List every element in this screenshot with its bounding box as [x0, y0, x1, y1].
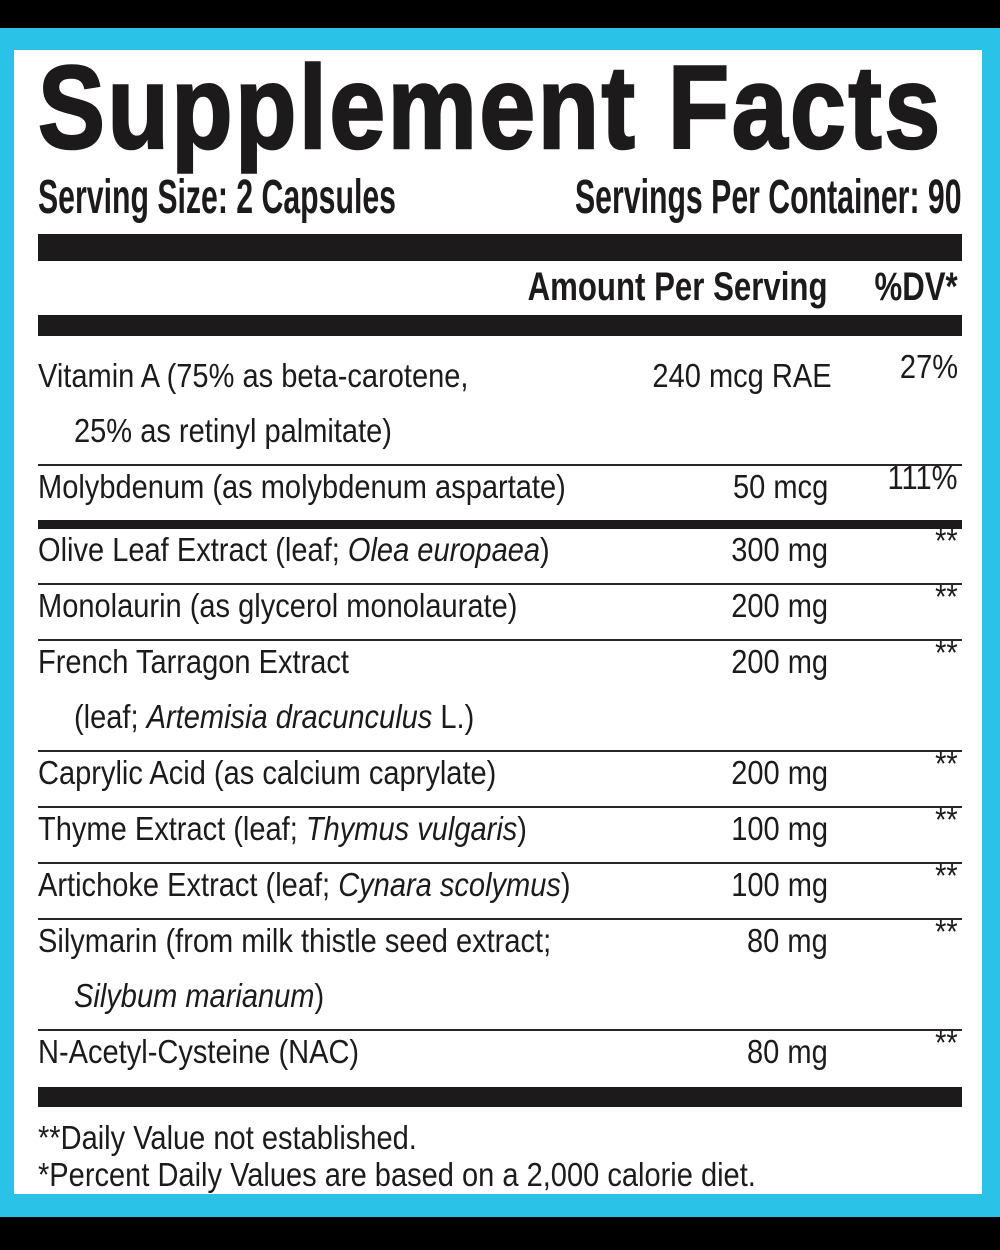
table-row: Artichoke Extract (leaf; Cynara scolymus…	[38, 857, 962, 918]
ingredient-name: Olive Leaf Extract (leaf; Olea europaea)	[38, 533, 628, 567]
ingredient-name: French Tarragon Extract (leaf; Artemisia …	[38, 645, 628, 734]
ingredient-name-line: Monolaurin (as glycerol monolaurate)	[38, 587, 518, 624]
ingredient-name-line: Silymarin (from milk thistle seed extrac…	[38, 922, 552, 959]
amount-per-serving-value: 100 mg	[731, 810, 828, 847]
ingredient-name: Thyme Extract (leaf; Thymus vulgaris)	[38, 812, 628, 846]
thick-divider-bottom	[38, 1087, 962, 1107]
ingredient-name: Molybdenum (as molybdenum aspartate)	[38, 470, 628, 504]
percent-dv-value: **	[935, 578, 958, 615]
footnotes: **Daily Value not established. *Percent …	[38, 1119, 962, 1193]
ingredient-name-line: N-Acetyl-Cysteine (NAC)	[38, 1033, 360, 1070]
ingredient-name-line: Caprylic Acid (as calcium caprylate)	[38, 754, 497, 791]
amount-per-serving-value: 50 mcg	[732, 468, 828, 505]
table-row: Molybdenum (as molybdenum aspartate) 50 m…	[38, 459, 962, 520]
page-title: Supplement Facts	[37, 50, 943, 174]
ingredient-name-line: Silybum marianum)	[74, 977, 325, 1014]
percent-dv-value: **	[935, 745, 958, 782]
percent-dv-header: %DV*	[874, 265, 958, 309]
ingredient-name-line: (leaf; Artemisia dracunculus L.)	[74, 698, 475, 735]
percent-dv-value: **	[935, 522, 958, 559]
table-row: Olive Leaf Extract (leaf; Olea europaea)…	[38, 520, 962, 583]
amount-per-serving-value: 200 mg	[731, 587, 828, 624]
ingredient-name: N-Acetyl-Cysteine (NAC)	[38, 1035, 628, 1069]
table-row: French Tarragon Extract (leaf; Artemisia …	[38, 634, 962, 750]
table-row: Vitamin A (75% as beta-carotene, 25% as r…	[38, 345, 962, 464]
amount-per-serving-value: 240 mcg RAE	[652, 357, 832, 394]
medium-divider-header	[38, 315, 962, 336]
percent-dv-value: 27%	[899, 348, 958, 385]
label-border-frame: Supplement Facts Serving Size: 2 Capsule…	[0, 28, 1000, 1217]
column-header-row: Amount Per Serving %DV*	[38, 261, 962, 315]
ingredient-name-line: Artichoke Extract (leaf; Cynara scolymus…	[38, 866, 571, 903]
table-row: N-Acetyl-Cysteine (NAC) 80 mg **	[38, 1024, 962, 1085]
ingredient-name: Vitamin A (75% as beta-carotene, 25% as r…	[38, 359, 628, 448]
percent-dv-value: 111%	[888, 459, 958, 496]
percent-dv-value: **	[935, 857, 958, 894]
amount-per-serving-value: 300 mg	[731, 531, 828, 568]
table-row: Thyme Extract (leaf; Thymus vulgaris) 100…	[38, 801, 962, 862]
ingredient-name: Silymarin (from milk thistle seed extrac…	[38, 924, 628, 1013]
supplement-facts-panel: Supplement Facts Serving Size: 2 Capsule…	[14, 50, 982, 1194]
amount-per-serving-header: Amount Per Serving	[528, 265, 828, 309]
ingredient-name: Artichoke Extract (leaf; Cynara scolymus…	[38, 868, 628, 902]
amount-per-serving-value: 100 mg	[731, 866, 828, 903]
amount-per-serving-value: 80 mg	[747, 1033, 828, 1070]
table-row: Caprylic Acid (as calcium caprylate) 200 …	[38, 745, 962, 806]
ingredient-name-line: Molybdenum (as molybdenum aspartate)	[38, 468, 566, 505]
table-row: Silymarin (from milk thistle seed extrac…	[38, 913, 962, 1029]
percent-dv-value: **	[935, 913, 958, 950]
ingredient-name-line: Vitamin A (75% as beta-carotene,	[38, 357, 469, 394]
ingredient-name-line: French Tarragon Extract	[38, 643, 349, 680]
ingredient-name-line: Olive Leaf Extract (leaf; Olea europaea)	[38, 531, 550, 568]
footnote-dv-not-established: **Daily Value not established.	[38, 1119, 417, 1156]
serving-info-row: Serving Size: 2 Capsules Servings Per Co…	[38, 172, 962, 224]
percent-dv-value: **	[935, 801, 958, 838]
percent-dv-value: **	[935, 634, 958, 671]
ingredient-name: Caprylic Acid (as calcium caprylate)	[38, 756, 628, 790]
footnote-percent-dv: *Percent Daily Values are based on a 2,0…	[38, 1156, 756, 1193]
serving-size-text: Serving Size: 2 Capsules	[38, 171, 396, 224]
ingredient-rows: Vitamin A (75% as beta-carotene, 25% as r…	[38, 345, 962, 1085]
table-row: Monolaurin (as glycerol monolaurate) 200 …	[38, 578, 962, 639]
ingredient-name-line: Thyme Extract (leaf; Thymus vulgaris)	[38, 810, 527, 847]
amount-per-serving-value: 200 mg	[731, 754, 828, 791]
servings-per-container-text: Servings Per Container: 90	[575, 171, 962, 224]
percent-dv-value: **	[935, 1024, 958, 1061]
thick-divider-top	[38, 234, 962, 261]
amount-per-serving-value: 80 mg	[747, 922, 828, 959]
amount-per-serving-value: 200 mg	[731, 643, 828, 680]
ingredient-name-line: 25% as retinyl palmitate)	[74, 412, 392, 449]
ingredient-name: Monolaurin (as glycerol monolaurate)	[38, 589, 628, 623]
